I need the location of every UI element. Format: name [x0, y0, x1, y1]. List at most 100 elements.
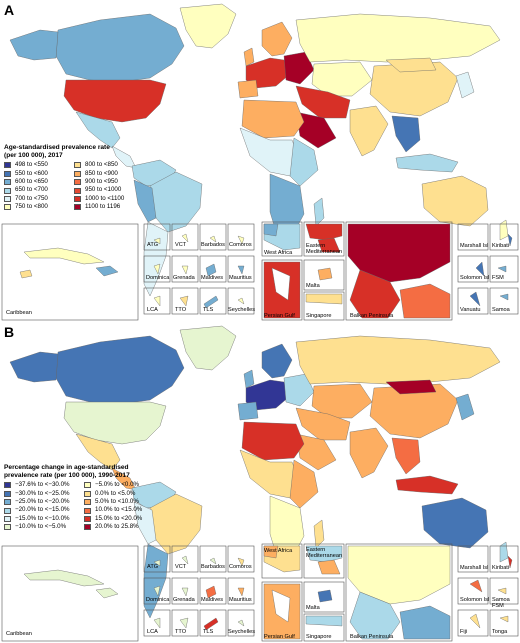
- legend-item: −25.0% to <−20.0%: [4, 498, 82, 506]
- inset-label-tonga: Tonga: [492, 629, 508, 635]
- legend-swatch: [4, 170, 11, 177]
- inset-label-vct: VCT: [175, 564, 187, 570]
- legend-label: −30.0% to <−25.0%: [15, 489, 70, 497]
- china: [369, 61, 459, 117]
- india: [349, 105, 389, 157]
- inset-label-tto: TTO: [175, 629, 187, 635]
- legend-swatch: [84, 515, 91, 522]
- legend-item: 650 to <700: [4, 186, 72, 194]
- inset-label-barbados: Barbados: [201, 564, 225, 570]
- legend-swatch: [74, 187, 81, 194]
- legend-swatch: [74, 179, 81, 186]
- legend-label: 15.0% to <20.0%: [95, 514, 143, 522]
- legend-item: −15.0% to <−10.0%: [4, 515, 82, 523]
- eastern-europe: [283, 51, 315, 85]
- inset-label-fsm: FSM: [492, 603, 504, 609]
- legend-swatch: [4, 524, 11, 531]
- australia: [421, 175, 489, 227]
- north-africa: [241, 421, 305, 461]
- legend-item: −37.6% to <−30.0%: [4, 481, 82, 489]
- inset-label-fiji: Fiji: [460, 629, 468, 635]
- inset-label-eastern-med-1: Eastern: [306, 547, 326, 553]
- inset-label-vanuatu: Vanuatu: [460, 307, 481, 313]
- legend-label: 20.0% to 25.8%: [95, 523, 139, 531]
- inset-label-mauritius: Mauritius: [229, 275, 252, 281]
- central-america: [111, 145, 137, 169]
- inset-label-singapore: Singapore: [306, 634, 332, 640]
- inset-label-balkan: Balkan Peninsula: [350, 634, 394, 640]
- india: [349, 427, 389, 479]
- inset-label-caribbean: Caribbean: [6, 310, 32, 316]
- inset-label-balkan: Balkan Peninsula: [350, 313, 394, 319]
- iberia: [237, 401, 259, 421]
- arabia: [295, 111, 337, 149]
- insets-b: [1, 543, 519, 642]
- inset-label-comoros: Comoros: [229, 242, 252, 248]
- inset-label-samoa: Samoa: [492, 307, 510, 313]
- legend-label: 1000 to <1100: [85, 194, 125, 202]
- central-asia: [311, 383, 373, 419]
- argentina-chile: [143, 221, 169, 297]
- legend-item: 498 to <550: [4, 161, 72, 169]
- legend-item: 900 to <950: [74, 178, 142, 186]
- inset-label-vct: VCT: [175, 242, 187, 248]
- legend-b-title: Percentage change in age-standardised pr…: [4, 464, 130, 479]
- eastern-europe: [283, 373, 315, 407]
- legend-label: 550 to <600: [15, 169, 48, 177]
- world-map-b: [1, 325, 519, 642]
- turkey-iran: [295, 407, 351, 441]
- scandinavia: [261, 21, 293, 57]
- legend-label: 700 to <750: [15, 194, 48, 202]
- new-zealand: [499, 219, 509, 241]
- legend-label: −37.6% to <−30.0%: [15, 481, 70, 489]
- inset-label-tls: TLS: [203, 629, 214, 635]
- legend-item: −10.0% to <−5.0%: [4, 523, 82, 531]
- russia: [295, 13, 501, 63]
- legend-label: 950 to <1000: [85, 186, 122, 194]
- arabia: [295, 433, 337, 471]
- east-africa: [289, 137, 319, 187]
- legend-a-items: 498 to <550 800 to <850 550 to <600 850 to …: [4, 161, 142, 211]
- korea-japan: [455, 71, 475, 99]
- legend-label: −20.0% to <−15.0%: [15, 506, 70, 514]
- inset-label-lca: LCA: [147, 629, 158, 635]
- panel-b: B Percentage change in age-standardised …: [0, 322, 520, 643]
- madagascar: [313, 197, 325, 227]
- legend-label: 5.0% to <10.0%: [95, 497, 139, 505]
- legend-label: 650 to <700: [15, 186, 48, 194]
- inset-label-west-africa: West Africa: [264, 250, 293, 256]
- inset-label-barbados: Barbados: [201, 242, 225, 248]
- inset-label-atg: ATG: [147, 564, 159, 570]
- inset-label-maldives: Maldives: [201, 597, 224, 603]
- legend-item: −20.0% to <−15.0%: [4, 506, 82, 514]
- legend-item: 850 to <900: [74, 170, 142, 178]
- inset-label-marshall: Marshall Isl: [460, 565, 489, 571]
- inset-label-solomon: Solomon Isl: [460, 275, 490, 281]
- russia: [295, 335, 501, 385]
- legend-a-title: Age-standardised prevalence rate (per 10…: [4, 144, 110, 159]
- greenland: [179, 3, 237, 49]
- legend-swatch: [4, 204, 11, 211]
- turkey-iran: [295, 85, 351, 119]
- legend-swatch: [84, 490, 91, 497]
- inset-caribbean-a: [1, 223, 139, 321]
- indonesia: [395, 475, 459, 495]
- inset-label-eastern-med-1: Eastern: [306, 243, 326, 249]
- inset-label-tls: TLS: [203, 307, 214, 313]
- peru-bolivia: [133, 179, 157, 223]
- usa: [63, 79, 167, 123]
- uk: [243, 369, 255, 389]
- legend-swatch: [4, 515, 11, 522]
- legend-swatch: [74, 162, 81, 169]
- inset-label-eastern-med-2: Mediterranean: [306, 249, 343, 255]
- legend-item: 700 to <750: [4, 195, 72, 203]
- legend-label: 1100 to 1196: [85, 203, 121, 211]
- inset-label-fsm: FSM: [492, 275, 504, 281]
- inset-label-seychelles: Seychelles: [228, 629, 256, 635]
- legend-label: 900 to <950: [85, 177, 118, 185]
- insets-a: [1, 221, 519, 321]
- inset-label-samoa: Samoa: [492, 597, 510, 603]
- legend-swatch: [4, 179, 11, 186]
- alaska: [9, 29, 59, 61]
- legend-label: 750 to <800: [15, 203, 48, 211]
